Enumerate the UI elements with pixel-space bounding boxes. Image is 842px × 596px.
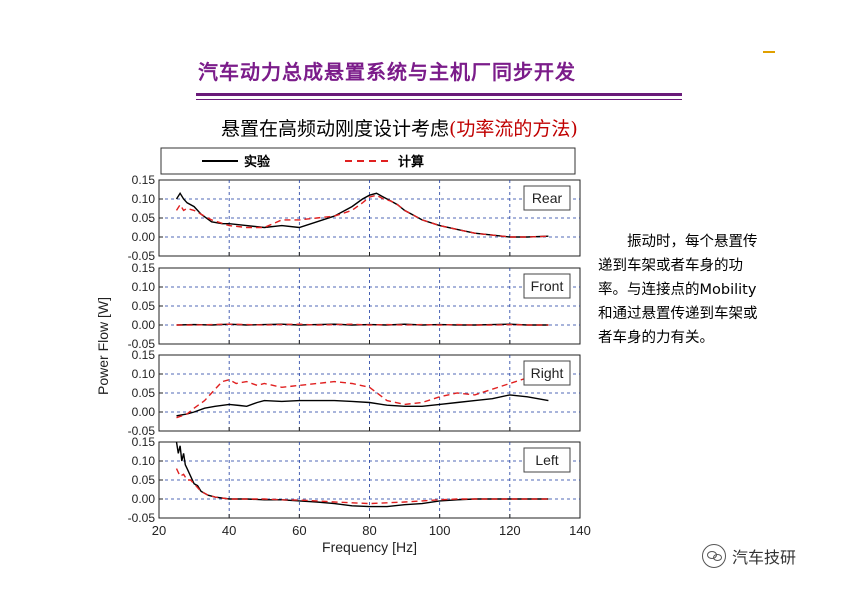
y-tick-label: 0.00 xyxy=(132,230,156,244)
y-tick-label: 0.05 xyxy=(132,473,156,487)
y-tick-label: 0.10 xyxy=(132,454,156,468)
subtitle-paren: (功率流的方法) xyxy=(449,118,578,140)
y-tick-label: 0.15 xyxy=(132,435,156,449)
y-tick-label: 0.10 xyxy=(132,367,156,381)
series-line-measured xyxy=(176,394,549,417)
title-rule xyxy=(196,93,682,96)
panel-label-box xyxy=(523,273,571,299)
title-rule-thin xyxy=(196,99,682,100)
y-tick-label: 0.10 xyxy=(132,280,156,294)
y-tick-label: 0.00 xyxy=(132,318,156,332)
x-tick-label: 60 xyxy=(292,523,306,538)
legend-label-measured: 实验 xyxy=(244,154,271,169)
slide-subtitle: 悬置在高频动刚度设计考虑(功率流的方法) xyxy=(221,114,578,141)
corner-mark xyxy=(763,51,775,53)
series-line-calculated xyxy=(175,468,549,505)
y-tick-label: -0.05 xyxy=(128,511,156,525)
y-tick-label: 0.15 xyxy=(132,261,156,275)
side-text-paragraph: 振动时，每个悬置传递到车架或者车身的功率。与连接点的Mobility和通过悬置传… xyxy=(598,234,758,346)
y-tick-label: 0.05 xyxy=(132,386,156,400)
y-tick-label: 0.05 xyxy=(132,299,156,313)
x-tick-label: 140 xyxy=(569,523,591,538)
y-tick-label: 0.00 xyxy=(132,492,156,506)
legend-label-calculated: 计算 xyxy=(398,154,424,169)
watermark: 汽车技研 xyxy=(702,544,796,568)
y-tick-label: 0.15 xyxy=(132,173,156,187)
series-line-calculated xyxy=(175,194,549,238)
series-line-calculated xyxy=(176,323,549,326)
panel-label-box xyxy=(523,447,571,473)
panel-label: Left xyxy=(535,452,558,468)
panel-label-box xyxy=(523,185,571,211)
panel-label: Right xyxy=(531,365,564,381)
y-axis-label: Power Flow [W] xyxy=(95,297,111,395)
slide-title: 汽车动力总成悬置系统与主机厂同步开发 xyxy=(198,60,576,84)
x-tick-label: 100 xyxy=(429,523,451,538)
y-tick-label: 0.10 xyxy=(132,192,156,206)
panel-label-box xyxy=(523,360,571,386)
x-tick-label: 40 xyxy=(222,523,236,538)
y-tick-label: 0.15 xyxy=(132,348,156,362)
x-axis-label: Frequency [Hz] xyxy=(322,539,417,555)
subtitle-main: 悬置在高频动刚度设计考虑 xyxy=(221,118,450,140)
x-tick-label: 80 xyxy=(362,523,376,538)
x-tick-label: 20 xyxy=(152,523,166,538)
y-tick-label: 0.00 xyxy=(132,405,156,419)
wechat-icon xyxy=(702,544,726,568)
panel-label: Front xyxy=(531,278,564,294)
y-tick-label: -0.05 xyxy=(128,424,156,438)
x-tick-label: 120 xyxy=(499,523,521,538)
y-tick-label: -0.05 xyxy=(128,249,156,263)
y-tick-label: -0.05 xyxy=(128,337,156,351)
panel-label: Rear xyxy=(532,190,563,206)
side-text: 振动时，每个悬置传递到车架或者车身的功率。与连接点的Mobility和通过悬置传… xyxy=(598,230,770,350)
series-line-calculated xyxy=(176,375,549,419)
y-tick-label: 0.05 xyxy=(132,211,156,225)
watermark-text: 汽车技研 xyxy=(732,548,797,567)
